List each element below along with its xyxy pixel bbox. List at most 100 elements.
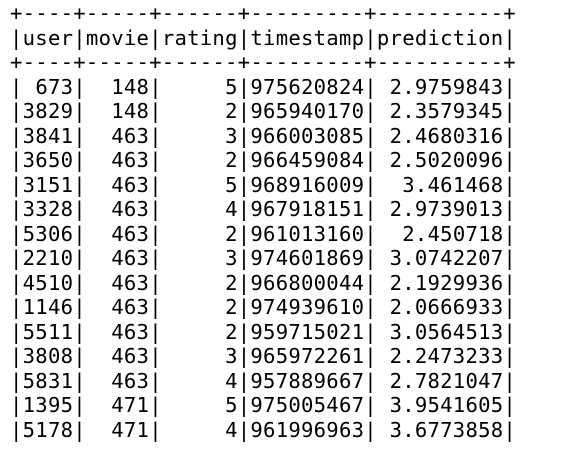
table-row: |5178| 471| 4|961996963| 3.6773858|: [10, 417, 517, 442]
table-cell-prediction: 2.0666933: [389, 295, 504, 319]
table-cell-user: 3808: [22, 344, 74, 368]
table-cell-movie: 471: [111, 417, 150, 442]
table-cell-movie: 463: [111, 295, 150, 319]
table-cell-movie: 471: [111, 393, 150, 417]
column-header-prediction: prediction: [376, 25, 504, 50]
table-cell-timestamp: 965972261: [250, 344, 365, 368]
table-cell-prediction: 3.6773858: [389, 417, 504, 442]
column-header-user: user: [22, 25, 74, 50]
table-row: |1146| 463| 2|974939610| 2.0666933|: [10, 295, 517, 319]
table-row: |3328| 463| 4|967918151| 2.9739013|: [10, 197, 517, 221]
table-cell-user: 4510: [22, 270, 74, 295]
table-cell-movie: 463: [111, 246, 150, 270]
table-cell-prediction: 2.5020096: [389, 148, 504, 172]
table-cell-movie: 463: [111, 172, 150, 197]
table-cell-rating: 4: [225, 197, 238, 221]
table-row: |3650| 463| 2|966459084| 2.5020096|: [10, 148, 517, 172]
table-cell-movie: 463: [111, 221, 150, 246]
table-cell-user: 3650: [22, 148, 74, 172]
table-row: |3151| 463| 5|968916009| 3.461468|: [10, 172, 517, 197]
table-cell-user: 5831: [22, 368, 74, 393]
table-cell-rating: 2: [225, 99, 238, 123]
table-cell-prediction: 2.9759843: [389, 74, 504, 99]
table-row: | 673| 148| 5|975620824| 2.9759843|: [10, 74, 517, 99]
table-cell-prediction: 2.7821047: [389, 368, 504, 393]
table-cell-user: 5511: [22, 319, 74, 344]
table-cell-timestamp: 966800044: [250, 270, 365, 295]
table-cell-rating: 3: [225, 246, 238, 270]
table-row: |3841| 463| 3|966003085| 2.4680316|: [10, 123, 517, 148]
table-cell-rating: 2: [225, 319, 238, 344]
table-cell-timestamp: 965940170: [250, 99, 365, 123]
table-cell-timestamp: 974939610: [250, 295, 365, 319]
table-cell-user: 3328: [22, 197, 74, 221]
table-cell-movie: 148: [111, 99, 150, 123]
table-cell-timestamp: 967918151: [250, 197, 365, 221]
table-cell-rating: 2: [225, 221, 238, 246]
table-cell-movie: 463: [111, 148, 150, 172]
table-cell-rating: 5: [225, 74, 238, 99]
table-cell-rating: 2: [225, 295, 238, 319]
table-cell-timestamp: 975620824: [250, 74, 365, 99]
table-cell-user: 5306: [22, 221, 74, 246]
table-cell-user: 1395: [22, 393, 74, 417]
column-header-rating: rating: [161, 25, 238, 50]
table-row: |5306| 463| 2|961013160| 2.450718|: [10, 221, 517, 246]
table-row: |3808| 463| 3|965972261| 2.2473233|: [10, 344, 517, 368]
table-cell-user: 3151: [22, 172, 74, 197]
table-row: |1395| 471| 5|975005467| 3.9541605|: [10, 393, 517, 417]
table-cell-prediction: 3.0564513: [389, 319, 504, 344]
table-cell-prediction: 2.4680316: [389, 123, 504, 148]
column-header-timestamp: timestamp: [250, 25, 365, 50]
table-cell-rating: 5: [225, 393, 238, 417]
table-header-border: +----+-----+------+---------+----------+: [10, 50, 516, 74]
table-cell-timestamp: 959715021: [250, 319, 365, 344]
table-cell-prediction: 2.9739013: [389, 197, 504, 221]
table-cell-timestamp: 966459084: [250, 148, 365, 172]
table-cell-user: 673: [35, 74, 74, 99]
table-body: | 673| 148| 5|975620824| 2.9759843| |3829…: [10, 75, 516, 443]
table-header-row: |user|movie|rating|timestamp|prediction|: [10, 25, 517, 50]
table-cell-prediction: 2.1929936: [389, 270, 504, 295]
table-cell-rating: 4: [225, 368, 238, 393]
table-cell-timestamp: 961013160: [250, 221, 365, 246]
table-cell-rating: 3: [225, 344, 238, 368]
table-cell-prediction: 3.0742207: [389, 246, 504, 270]
table-cell-movie: 463: [111, 319, 150, 344]
table-cell-movie: 463: [111, 270, 150, 295]
table-cell-user: 2210: [22, 246, 74, 270]
table-row: |5831| 463| 4|957889667| 2.7821047|: [10, 368, 517, 393]
table-cell-prediction: 2.450718: [402, 221, 504, 246]
table-cell-movie: 463: [111, 197, 150, 221]
table-cell-timestamp: 968916009: [250, 172, 365, 197]
table-row: |3829| 148| 2|965940170| 2.3579345|: [10, 99, 517, 123]
table-cell-timestamp: 974601869: [250, 246, 365, 270]
table-row: |4510| 463| 2|966800044| 2.1929936|: [10, 270, 517, 295]
table-cell-rating: 2: [225, 148, 238, 172]
table-cell-rating: 3: [225, 123, 238, 148]
table-cell-timestamp: 975005467: [250, 393, 365, 417]
table-cell-rating: 4: [225, 417, 238, 442]
table-row: |2210| 463| 3|974601869| 3.0742207|: [10, 246, 517, 270]
table-cell-timestamp: 961996963: [250, 417, 365, 442]
column-header-movie: movie: [85, 25, 150, 50]
table-cell-user: 1146: [22, 295, 74, 319]
table-row: |5511| 463| 2|959715021| 3.0564513|: [10, 319, 517, 344]
table-cell-prediction: 2.2473233: [389, 344, 504, 368]
table-cell-movie: 463: [111, 368, 150, 393]
table-cell-movie: 148: [111, 74, 150, 99]
table-cell-prediction: 3.9541605: [389, 393, 504, 417]
console-output: +----+-----+------+---------+----------+…: [10, 1, 516, 442]
table-top-border: +----+-----+------+---------+----------+: [10, 1, 516, 25]
table-cell-rating: 5: [225, 172, 238, 197]
table-cell-rating: 2: [225, 270, 238, 295]
table-cell-movie: 463: [111, 344, 150, 368]
table-cell-user: 3829: [22, 99, 74, 123]
table-cell-prediction: 3.461468: [402, 172, 504, 197]
table-cell-movie: 463: [111, 123, 150, 148]
table-cell-timestamp: 966003085: [250, 123, 365, 148]
table-cell-timestamp: 957889667: [250, 368, 365, 393]
table-cell-prediction: 2.3579345: [389, 99, 504, 123]
table-cell-user: 5178: [22, 417, 74, 442]
table-cell-user: 3841: [22, 123, 74, 148]
